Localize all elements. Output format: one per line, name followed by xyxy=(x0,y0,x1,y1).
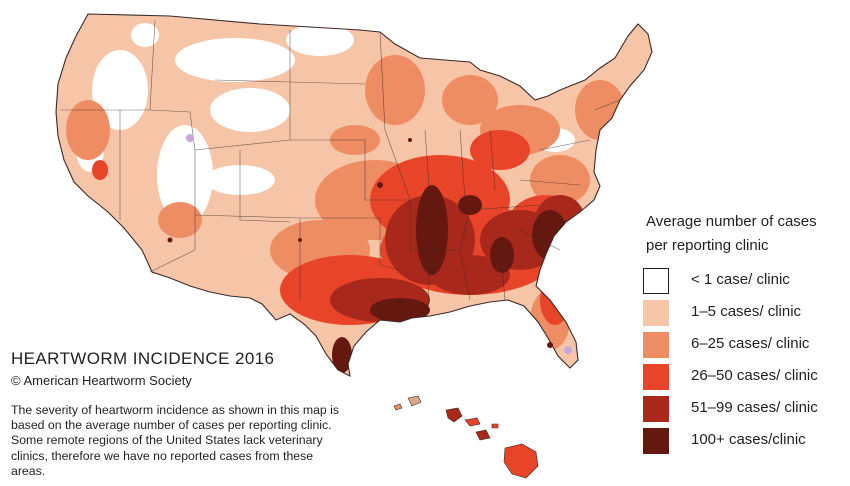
legend-item-1-5: 1–5 cases/ clinic xyxy=(643,300,843,326)
map-title: HEARTWORM INCIDENCE 2016 xyxy=(11,349,275,368)
legend-item-51-99: 51–99 cases/ clinic xyxy=(643,396,843,422)
legend-title-line-1: Average number of cases xyxy=(646,213,817,230)
legend-swatch xyxy=(643,332,669,358)
legend-label: 100+ cases/clinic xyxy=(691,431,806,448)
outbreak-spots xyxy=(167,134,572,354)
legend-item-26-50: 26–50 cases/ clinic xyxy=(643,364,843,390)
contiguous-us-map xyxy=(55,13,653,377)
legend-swatch xyxy=(643,364,669,390)
legend-item-100-plus: 100+ cases/clinic xyxy=(643,428,843,454)
legend-label: 26–50 cases/ clinic xyxy=(691,367,818,384)
legend-title-line-2: per reporting clinic xyxy=(646,237,769,254)
legend-label: 1–5 cases/ clinic xyxy=(691,303,802,320)
legend-swatch xyxy=(643,300,669,326)
legend-item-less-than-1: < 1 case/ clinic xyxy=(643,268,843,294)
hawaii-map xyxy=(393,395,539,479)
legend-title: Average number of cases per reporting cl… xyxy=(646,210,846,258)
legend-label: < 1 case/ clinic xyxy=(691,271,790,288)
map-explanation-note: The severity of heartworm incidence as s… xyxy=(11,403,340,478)
legend-swatch xyxy=(643,428,669,454)
legend-label: 51–99 cases/ clinic xyxy=(691,399,818,416)
legend-label: 6–25 cases/ clinic xyxy=(691,335,810,352)
state-borders xyxy=(60,19,621,311)
copyright-notice: © American Heartworm Society xyxy=(11,373,192,388)
legend-swatch xyxy=(643,396,669,422)
legend-swatch xyxy=(643,268,669,294)
legend-item-6-25: 6–25 cases/ clinic xyxy=(643,332,843,358)
